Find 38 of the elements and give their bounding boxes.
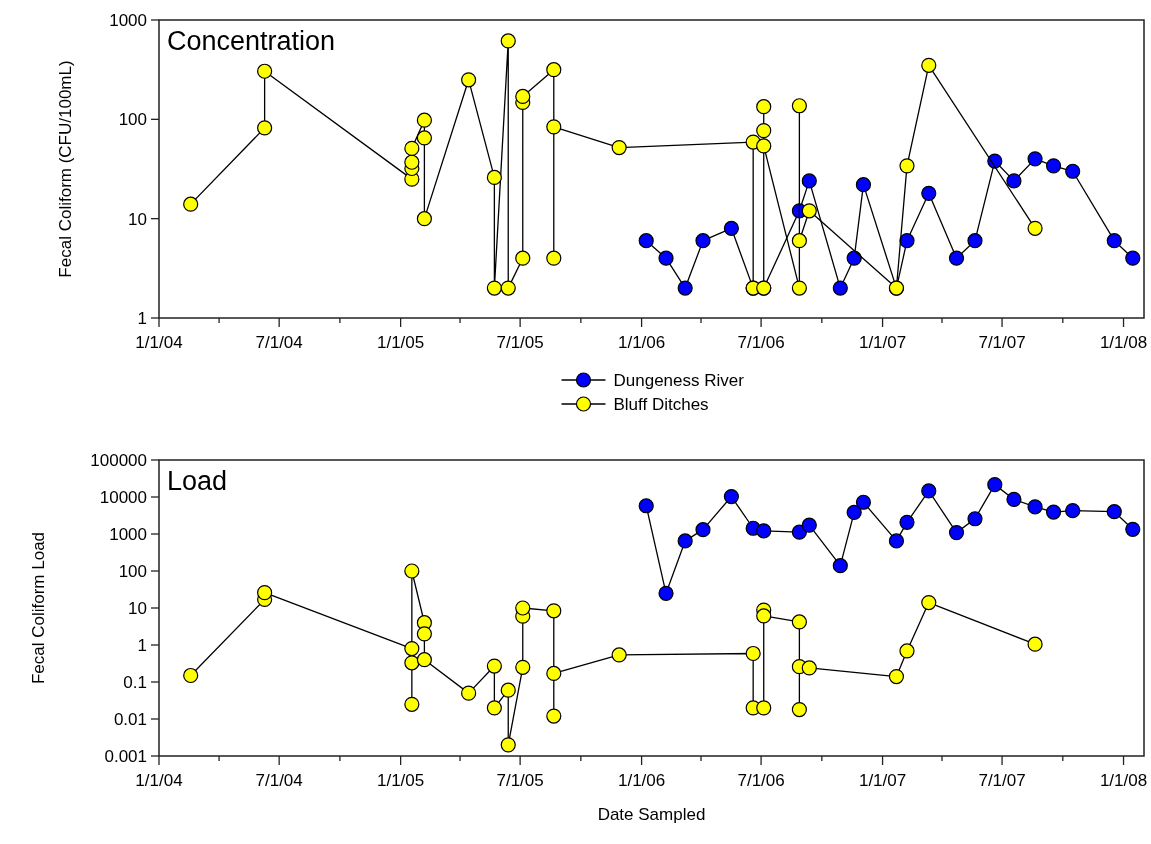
x-tick-label: 7/1/04 <box>255 771 303 790</box>
y-tick-label: 1000 <box>109 11 147 30</box>
legend-label: Dungeness River <box>613 371 745 390</box>
x-tick-label: 7/1/06 <box>737 333 785 352</box>
x-tick-label: 7/1/06 <box>737 771 785 790</box>
y-tick-label: 0.01 <box>113 710 147 729</box>
x-tick-label: 1/1/08 <box>1099 771 1148 790</box>
y-tick-label: 1000 <box>109 525 147 544</box>
y-axis-title: Fecal Coliform Load <box>29 531 48 685</box>
chart-title: Load <box>167 466 228 496</box>
y-tick-label: 100 <box>118 562 147 581</box>
x-tick-label: 1/1/07 <box>858 771 907 790</box>
x-tick-label: 7/1/05 <box>496 771 544 790</box>
x-tick-label: 7/1/04 <box>255 333 303 352</box>
x-tick-label: 7/1/07 <box>978 333 1026 352</box>
y-tick-label: 10 <box>128 209 147 229</box>
y-tick-label: 0.001 <box>104 747 147 766</box>
x-tick-label: 1/1/04 <box>135 771 183 790</box>
x-tick-label: 7/1/05 <box>496 333 544 352</box>
x-axis-title: Date Sampled <box>597 805 706 824</box>
y-tick-label: 100 <box>118 110 147 130</box>
y-tick-label: 0.1 <box>123 673 147 692</box>
x-tick-label: 1/1/08 <box>1099 333 1148 352</box>
y-tick-label: 1 <box>137 636 147 655</box>
y-axis-title: Fecal Coliform (CFU/100mL) <box>56 60 75 278</box>
y-tick-label: 10 <box>128 599 147 618</box>
y-tick-label: 100000 <box>90 451 147 470</box>
x-tick-label: 1/1/06 <box>617 333 666 352</box>
x-tick-label: 1/1/04 <box>135 333 183 352</box>
legend-label: Bluff Ditches <box>613 395 709 414</box>
x-tick-label: 1/1/05 <box>377 333 425 352</box>
x-tick-label: 1/1/05 <box>377 771 425 790</box>
x-tick-label: 1/1/06 <box>617 771 666 790</box>
x-tick-label: 7/1/07 <box>978 771 1026 790</box>
y-tick-label: 1 <box>137 309 147 328</box>
y-tick-label: 10000 <box>99 488 147 507</box>
x-tick-label: 1/1/07 <box>858 333 907 352</box>
chart-title: Concentration <box>167 26 336 56</box>
